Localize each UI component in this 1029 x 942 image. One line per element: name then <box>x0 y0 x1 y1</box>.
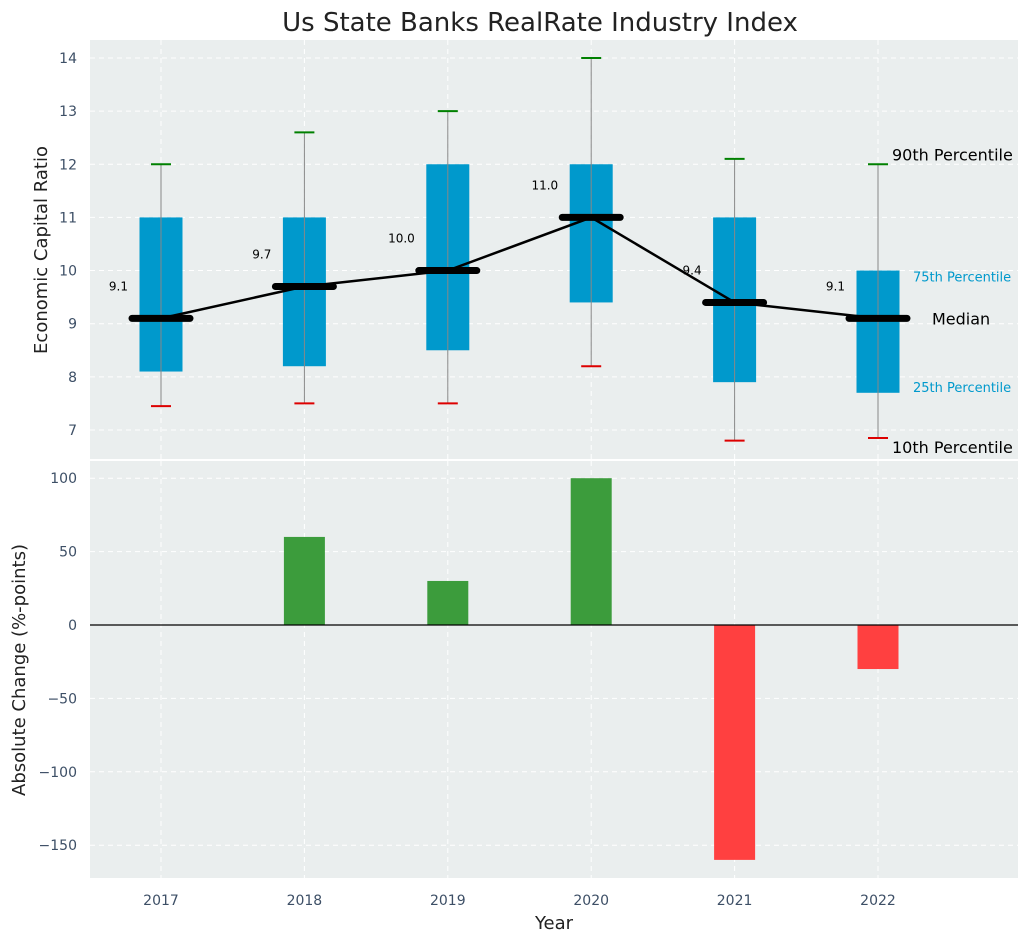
median-value-label: 9.4 <box>683 263 702 277</box>
change-bars <box>90 478 1018 860</box>
median-value-label: 9.7 <box>252 247 271 261</box>
median-value-label: 10.0 <box>388 232 415 246</box>
top-y-axis-title: Economic Capital Ratio <box>31 146 52 354</box>
chart-title: Us State Banks RealRate Industry Index <box>282 8 798 38</box>
legend-median: Median <box>932 309 990 328</box>
legend-p25: 25th Percentile <box>913 381 1011 396</box>
bottom-y-tick-label: 0 <box>68 618 77 634</box>
top-y-ticks: 7 8 9 10 11 12 13 14 <box>59 51 77 439</box>
median-value-label: 11.0 <box>531 178 558 192</box>
legend-p90: 90th Percentile <box>892 145 1013 164</box>
x-tick-label: 2022 <box>860 893 896 909</box>
top-y-tick-label: 10 <box>59 264 77 280</box>
x-tick-label: 2019 <box>430 893 466 909</box>
x-tick-label: 2017 <box>143 893 179 909</box>
percentile-legend: 90th Percentile 75th Percentile Median 25th… <box>892 145 1013 457</box>
change-bar <box>283 536 325 625</box>
top-y-tick-label: 14 <box>59 51 77 67</box>
x-tick-label: 2020 <box>573 893 609 909</box>
x-axis-title: Year <box>534 913 574 934</box>
top-y-tick-label: 7 <box>68 423 77 439</box>
change-bar <box>857 625 899 670</box>
top-y-tick-label: 11 <box>59 210 77 226</box>
x-tick-label: 2018 <box>287 893 323 909</box>
legend-p75: 75th Percentile <box>913 271 1011 286</box>
top-y-tick-label: 9 <box>68 317 77 333</box>
bottom-y-tick-label: 100 <box>50 471 77 487</box>
top-y-tick-label: 12 <box>59 157 77 173</box>
change-bar <box>570 478 612 625</box>
top-plot-area <box>90 40 1018 459</box>
bottom-y-axis-title: Absolute Change (%-points) <box>9 544 30 796</box>
legend-p10: 10th Percentile <box>892 438 1013 457</box>
change-bar <box>714 625 756 860</box>
top-y-tick-label: 13 <box>59 104 77 120</box>
median-value-label: 9.1 <box>109 279 128 293</box>
bottom-y-tick-label: 50 <box>59 545 77 561</box>
top-y-tick-label: 8 <box>68 370 77 386</box>
median-value-label: 9.1 <box>826 279 845 293</box>
x-ticks: 2017 2018 2019 2020 2021 2022 <box>143 893 896 909</box>
bottom-y-ticks: 100 50 0 −50 −100 −150 <box>39 471 77 854</box>
bottom-y-tick-label: −50 <box>47 691 77 707</box>
bottom-y-tick-label: −100 <box>39 765 77 781</box>
median-trend: 9.1 9.7 10.0 11.0 9.4 9.1 <box>109 178 911 322</box>
change-bar <box>427 580 469 625</box>
x-tick-label: 2021 <box>717 893 753 909</box>
bottom-y-tick-label: −150 <box>39 838 77 854</box>
bottom-plot-area <box>90 461 1018 878</box>
